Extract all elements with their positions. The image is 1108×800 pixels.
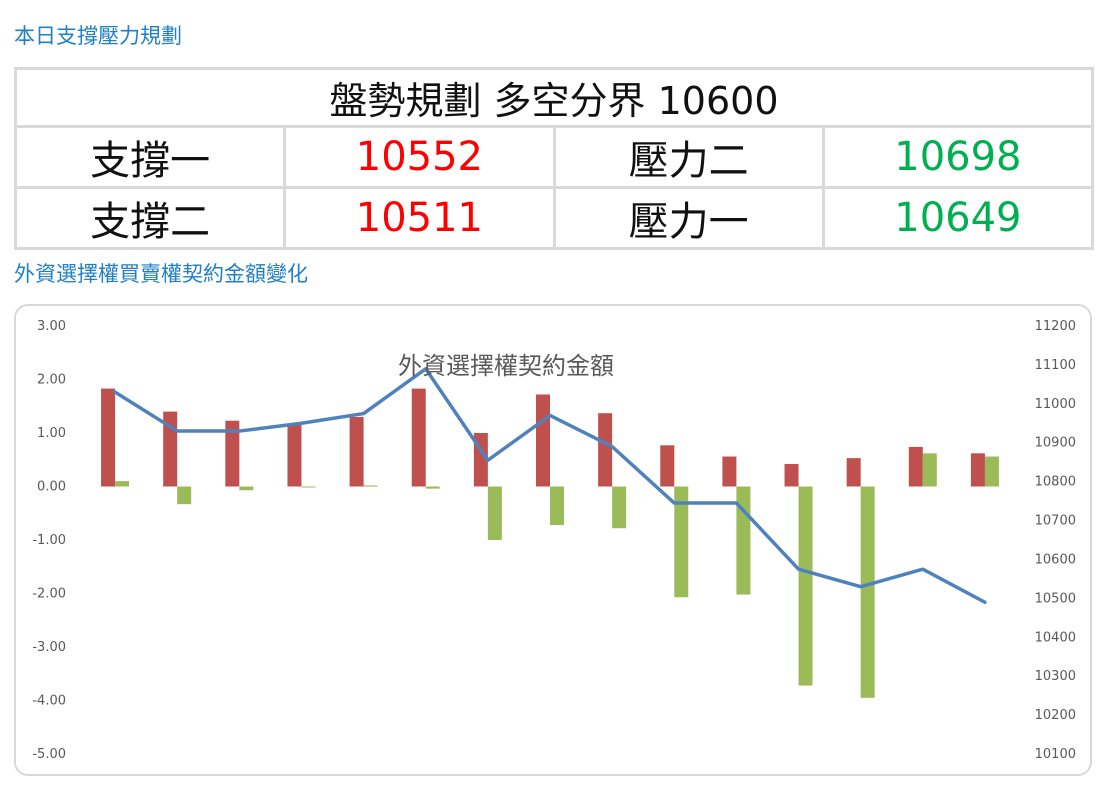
- support-1-label: 支撐一: [13, 125, 287, 189]
- right-tick-label: 10700: [1035, 514, 1076, 529]
- call-bar: [722, 456, 737, 487]
- resistance-2-label: 壓力二: [552, 125, 825, 189]
- put-bar: [798, 486, 813, 686]
- support-resistance-table: 盤勢規劃 多空分界 10600 支撐一 10552 壓力二 10698 支撐二 …: [13, 67, 1095, 250]
- right-tick-label: 11100: [1035, 358, 1076, 373]
- put-bar: [736, 486, 751, 595]
- call-bar: [101, 388, 116, 487]
- left-tick-label: 3.00: [37, 319, 66, 334]
- left-tick-label: -5.00: [32, 747, 66, 762]
- line-series: [113, 367, 987, 605]
- call-bar: [970, 453, 985, 487]
- right-axis: 11200 11100 11000 10900 10800 10700 10600 10500…: [1035, 319, 1076, 762]
- left-tick-label: -1.00: [32, 533, 66, 548]
- call-bar: [411, 388, 426, 487]
- call-bar: [349, 416, 364, 487]
- left-tick-label: -3.00: [32, 640, 66, 655]
- put-bar: [177, 486, 192, 505]
- resistance-1-label: 壓力一: [552, 186, 825, 250]
- put-bar: [550, 486, 564, 526]
- plan-row: 支撐二 10511 壓力一 10649: [13, 186, 1095, 250]
- plan-header: 盤勢規劃 多空分界 10600: [14, 67, 1094, 128]
- right-tick-label: 10400: [1035, 630, 1076, 645]
- put-bar: [674, 486, 689, 598]
- support-1-value: 10552: [283, 125, 556, 189]
- call-bar: [225, 420, 240, 487]
- call-bar: [784, 464, 799, 487]
- right-tick-label: 10500: [1035, 591, 1076, 606]
- call-bar: [287, 423, 302, 487]
- right-tick-label: 11000: [1035, 397, 1076, 412]
- call-bar: [536, 394, 550, 487]
- chart-title: 外資選擇權契約金額: [398, 352, 614, 380]
- put-bar: [487, 486, 502, 540]
- call-bar: [908, 446, 923, 487]
- put-bar: [115, 481, 130, 487]
- options-contract-chart: 3.00 2.00 1.00 0.00 -1.00 -2.00 -3.00 -4.00 -5.0…: [32, 319, 1076, 762]
- call-bar: [598, 413, 613, 487]
- right-tick-label: 10900: [1035, 436, 1076, 451]
- left-tick-label: 0.00: [37, 480, 66, 495]
- put-bar: [301, 486, 316, 488]
- section-title-support-resistance: 本日支撐壓力規劃: [14, 24, 182, 48]
- put-bar: [363, 485, 378, 487]
- right-tick-label: 10800: [1035, 475, 1076, 490]
- put-bar: [612, 486, 627, 529]
- resistance-1-value: 10649: [821, 186, 1095, 250]
- support-2-value: 10511: [283, 186, 556, 250]
- bar-series: [101, 388, 999, 698]
- options-chart-panel: 3.00 2.00 1.00 0.00 -1.00 -2.00 -3.00 -4.00 -5.0…: [14, 304, 1092, 776]
- call-bar: [660, 445, 675, 487]
- put-bar: [922, 453, 937, 487]
- left-tick-label: 2.00: [37, 373, 66, 388]
- support-2-label: 支撐二: [13, 186, 287, 250]
- put-bar: [239, 486, 254, 491]
- right-tick-label: 10600: [1035, 552, 1076, 567]
- right-tick-label: 11200: [1035, 319, 1076, 334]
- left-axis: 3.00 2.00 1.00 0.00 -1.00 -2.00 -3.00 -4.00 -5.0…: [32, 319, 66, 762]
- left-tick-label: -4.00: [32, 694, 66, 709]
- section-title-options-contract-change: 外資選擇權買賣權契約金額變化: [14, 262, 308, 286]
- left-tick-label: 1.00: [37, 426, 66, 441]
- put-bar: [425, 486, 440, 489]
- index-line: [113, 367, 987, 605]
- left-tick-label: -2.00: [32, 587, 66, 602]
- right-tick-label: 10100: [1035, 747, 1076, 762]
- right-tick-label: 10300: [1035, 669, 1076, 684]
- right-tick-label: 10200: [1035, 708, 1076, 723]
- put-bar: [860, 486, 875, 698]
- plan-row: 支撐一 10552 壓力二 10698: [13, 125, 1095, 189]
- put-bar: [984, 456, 999, 487]
- call-bar: [846, 458, 861, 487]
- resistance-2-value: 10698: [821, 125, 1095, 189]
